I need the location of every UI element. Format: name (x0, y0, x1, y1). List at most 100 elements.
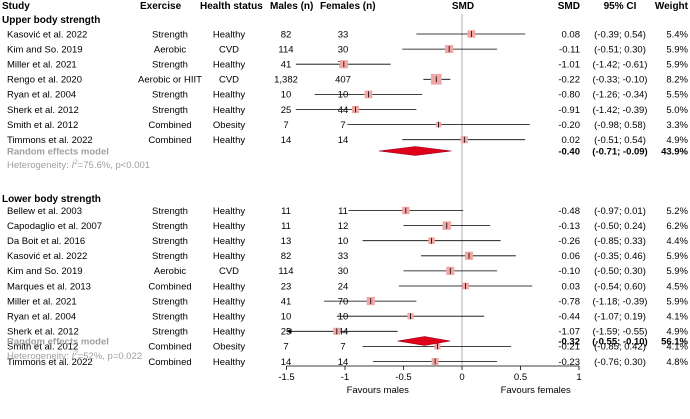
study-name: Ryan et al. 2004 (7, 312, 76, 323)
ci-value: (-0.85; 0.42) (594, 342, 646, 353)
females-count: 14 (338, 135, 349, 146)
smd-value: 0.06 (562, 251, 581, 262)
x-tick-label: 0.5 (514, 372, 527, 383)
smd-value: -0.20 (558, 120, 580, 131)
health-status: Healthy (213, 206, 245, 217)
heterogeneity-value: =52%, p=0.022 (78, 351, 142, 362)
column-headers: Study Exercise Health status Males (n) F… (2, 1, 689, 12)
females-count: 14 (338, 357, 349, 368)
heterogeneity-stat: Heterogeneity: I2=52%, p=0.022 (7, 350, 142, 362)
smd-value: 0.08 (562, 29, 581, 40)
pooled-diamond (378, 146, 452, 156)
weight-value: 4.1% (666, 342, 688, 353)
males-count: 11 (281, 221, 291, 232)
study-name: Timmons et al. 2022 (7, 135, 93, 146)
ci-value: (-0.33; -0.10) (593, 75, 648, 86)
x-tick-label: -1 (341, 372, 349, 383)
males-count: 82 (281, 29, 292, 40)
ci-value: (-0.39; 0.54) (594, 29, 646, 40)
study-name: Miller et al. 2021 (7, 60, 77, 71)
ci-value: (-0.50; 0.30) (594, 266, 646, 277)
males-count: 23 (281, 281, 292, 292)
males-count: 41 (281, 60, 292, 71)
smd-value: -1.01 (558, 60, 580, 71)
exercise-type: Strength (152, 206, 188, 217)
weight-value: 5.9% (666, 296, 688, 307)
pooled-smd: -0.32 (558, 336, 580, 347)
heterogeneity-prefix: Heterogeneity: (7, 351, 71, 362)
weight-value: 4.5% (666, 281, 688, 292)
x-tick-label: 1 (576, 372, 581, 383)
smd-value: -0.22 (558, 75, 580, 86)
exercise-type: Strength (152, 90, 188, 101)
health-status: Healthy (213, 60, 245, 71)
ci-value: (-1.59; -0.55) (593, 327, 648, 338)
males-count: 10 (281, 90, 292, 101)
study-name: Smith et al. 2012 (7, 120, 78, 131)
males-count: 7 (283, 342, 288, 353)
ci-value: (-0.51; 0.30) (594, 44, 646, 55)
health-status: Healthy (213, 296, 245, 307)
males-count: 10 (281, 312, 292, 323)
ci-value: (-0.97; 0.01) (594, 206, 646, 217)
pooled-weight: 43.9% (661, 146, 688, 157)
study-name: Kim and So. 2019 (7, 266, 83, 277)
health-status: Healthy (213, 135, 245, 146)
weight-value: 5.9% (666, 44, 688, 55)
males-count: 82 (281, 251, 292, 262)
study-name: Da Boit et al. 2016 (7, 236, 85, 247)
ci-value: (-0.98; 0.58) (594, 120, 646, 131)
study-name: Miller et al. 2021 (7, 296, 77, 307)
health-status: Healthy (213, 312, 245, 323)
females-count: 30 (338, 44, 349, 55)
smd-value: -0.48 (558, 206, 580, 217)
weight-value: 5.5% (666, 90, 688, 101)
pooled-ci: (-0.55; -0.10) (592, 336, 647, 347)
ci-value: (-0.35; 0.46) (594, 251, 646, 262)
pooled-ci: (-0.71; -0.09) (592, 146, 647, 157)
health-status: CVD (219, 75, 239, 86)
smd-value: -0.78 (558, 296, 580, 307)
ci-value: (-0.76; 0.30) (594, 357, 646, 368)
exercise-type: Combined (148, 120, 191, 131)
females-count: 10 (338, 236, 349, 247)
ci-value: (-0.50; 0.24) (594, 221, 646, 232)
ci-truncation-arrow (286, 328, 292, 334)
ci-value: (-1.07; 0.19) (594, 312, 646, 323)
pooled-label: Random effects model (7, 146, 109, 157)
i2-superscript: 2 (74, 159, 78, 166)
weight-value: 5.2% (666, 206, 688, 217)
males-count: 41 (281, 296, 292, 307)
males-count: 25 (281, 105, 292, 116)
males-count: 7 (283, 120, 288, 131)
weight-value: 4.9% (666, 135, 688, 146)
males-count: 114 (278, 44, 293, 55)
exercise-type: Strength (152, 236, 188, 247)
weight-value: 4.1% (666, 312, 688, 323)
x-label-right: Favours females (501, 385, 571, 396)
smd-value: -0.26 (558, 236, 580, 247)
x-label-left: Favours males (347, 385, 410, 396)
females-count: 11 (338, 206, 348, 217)
header-health: Health status (200, 1, 263, 12)
health-status: Healthy (213, 357, 245, 368)
ci-value: (-0.51; 0.54) (594, 135, 646, 146)
females-count: 24 (338, 281, 349, 292)
smd-value: 0.02 (562, 135, 581, 146)
ci-value: (-1.18; -0.39) (593, 296, 648, 307)
weight-value: 5.9% (666, 251, 688, 262)
weight-value: 6.2% (666, 221, 688, 232)
heterogeneity-prefix: Heterogeneity: (7, 160, 71, 171)
pooled-diamond (397, 336, 451, 346)
weight-value: 5.4% (666, 29, 688, 40)
females-count: 33 (338, 29, 349, 40)
health-status: Healthy (213, 236, 245, 247)
study-name: Bellew et al. 2003 (7, 206, 82, 217)
health-status: Obesity (213, 342, 245, 353)
header-ci: 95% CI (604, 1, 637, 12)
study-name: Rengo et al. 2020 (7, 75, 82, 86)
females-count: 30 (338, 266, 349, 277)
males-count: 1,382 (274, 75, 298, 86)
group-title: Lower body strength (2, 194, 101, 205)
